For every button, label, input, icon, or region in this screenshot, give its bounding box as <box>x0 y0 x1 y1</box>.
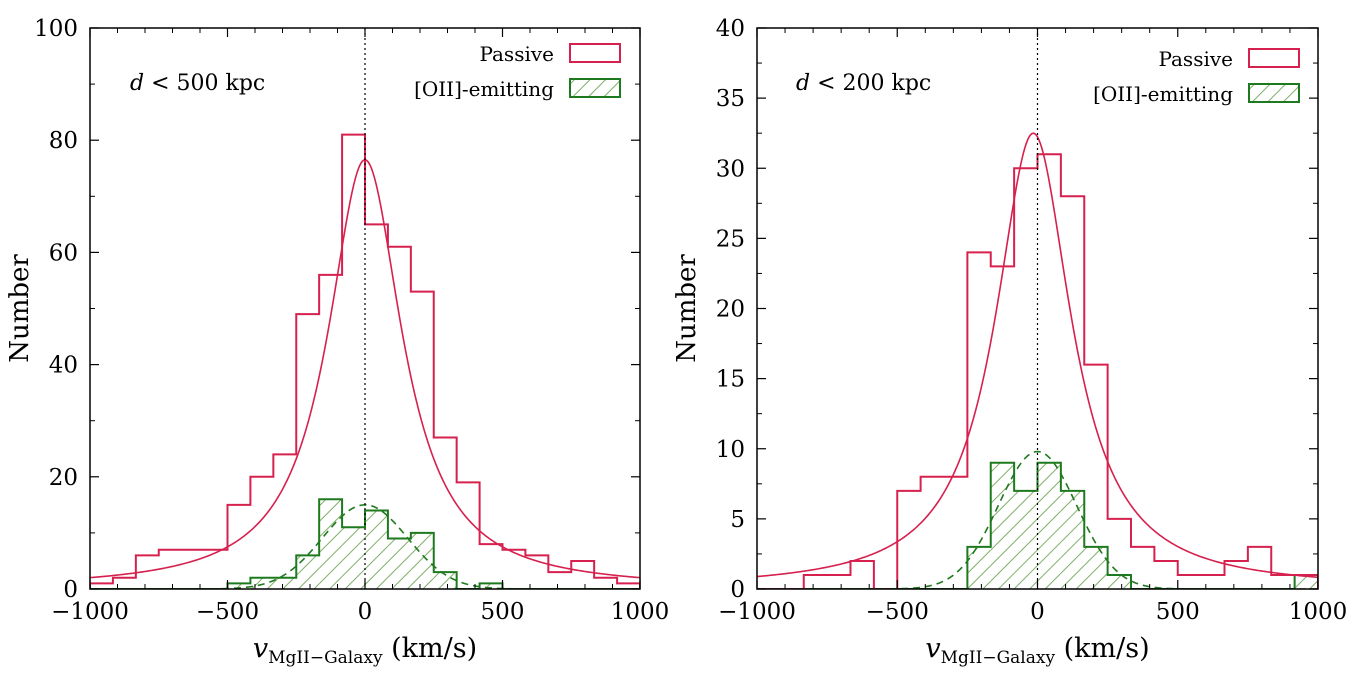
y-tick-label: 15 <box>716 367 745 393</box>
oii-bar <box>319 499 343 589</box>
legend-swatch-passive <box>1248 48 1300 68</box>
oii-bar <box>1014 490 1038 589</box>
legend-label-passive: Passive <box>479 42 554 66</box>
oii-histogram-outline <box>757 461 1318 589</box>
legend-swatch-passive <box>569 43 621 63</box>
oii-gaussian-fit <box>757 450 1318 589</box>
oii-bar <box>365 510 388 589</box>
x-tick-label: 1000 <box>611 599 670 625</box>
passive-histogram-outline <box>90 133 640 589</box>
legend-label-passive: Passive <box>1158 47 1233 71</box>
x-axis-label: vMgII−Galaxy (km/s) <box>925 633 1149 668</box>
plot-content <box>757 132 1318 589</box>
legend-swatch-oii <box>1248 83 1300 103</box>
y-tick-label: 60 <box>49 240 78 266</box>
x-tick-label: −1000 <box>51 599 129 625</box>
oii-bar <box>1107 574 1131 589</box>
x-tick-label: −1000 <box>718 599 796 625</box>
y-tick-label: 0 <box>63 577 78 603</box>
oii-bar <box>342 527 365 589</box>
legend-swatch-oii <box>569 78 621 98</box>
oii-bar <box>1084 546 1108 589</box>
y-tick-label: 80 <box>49 128 78 154</box>
oii-bar <box>273 577 297 589</box>
oii-bar <box>433 572 457 589</box>
x-tick-label: 1000 <box>1289 599 1348 625</box>
oii-bar <box>387 538 411 589</box>
left-histogram-panel: −1000 −500 0 500 1000 0 20 40 60 80 100 Number vMgII… <box>5 16 669 668</box>
oii-bar <box>1060 490 1085 589</box>
x-tick-label: 500 <box>481 599 525 625</box>
oii-bar <box>1037 462 1061 589</box>
plot-content <box>90 133 640 589</box>
oii-bar <box>250 577 274 589</box>
y-tick-label: 40 <box>49 353 78 379</box>
x-tick-label: −500 <box>196 599 259 625</box>
oii-bar <box>296 555 320 589</box>
y-axis-label: Number <box>5 254 35 363</box>
oii-histogram-outline <box>90 498 640 589</box>
oii-bar <box>410 532 434 589</box>
x-tick-label: 0 <box>358 599 373 625</box>
y-tick-label: 100 <box>34 16 78 42</box>
y-tick-label: 25 <box>716 226 745 252</box>
distance-annotation: d < 200 kpc <box>796 71 931 96</box>
legend-label-oii: [OII]-emitting <box>414 77 554 101</box>
passive-lorentzian-fit <box>757 132 1318 579</box>
y-tick-label: 20 <box>716 297 745 323</box>
legend-label-oii: [OII]-emitting <box>1093 82 1233 106</box>
x-tick-label: −500 <box>866 599 929 625</box>
x-tick-label: 500 <box>1156 599 1200 625</box>
oii-bar <box>1294 574 1318 589</box>
right-histogram-panel: −1000 −500 0 500 1000 0 5 10 15 20 25 30 35 40 Number v… <box>672 16 1347 668</box>
y-axis-label: Number <box>672 254 702 363</box>
oii-bar <box>990 462 1015 589</box>
distance-annotation: d < 500 kpc <box>130 71 265 96</box>
y-tick-label: 30 <box>716 156 745 182</box>
y-tick-label: 5 <box>730 507 745 533</box>
y-tick-label: 10 <box>716 437 745 463</box>
x-axis-label: vMgII−Galaxy (km/s) <box>253 633 477 668</box>
y-tick-label: 20 <box>49 465 78 491</box>
y-tick-label: 0 <box>730 577 745 603</box>
oii-bar <box>479 583 503 589</box>
oii-bar <box>227 583 251 589</box>
oii-bar <box>967 546 991 589</box>
y-tick-label: 35 <box>716 86 745 112</box>
y-tick-label: 40 <box>716 16 745 42</box>
x-tick-label: 0 <box>1030 599 1045 625</box>
